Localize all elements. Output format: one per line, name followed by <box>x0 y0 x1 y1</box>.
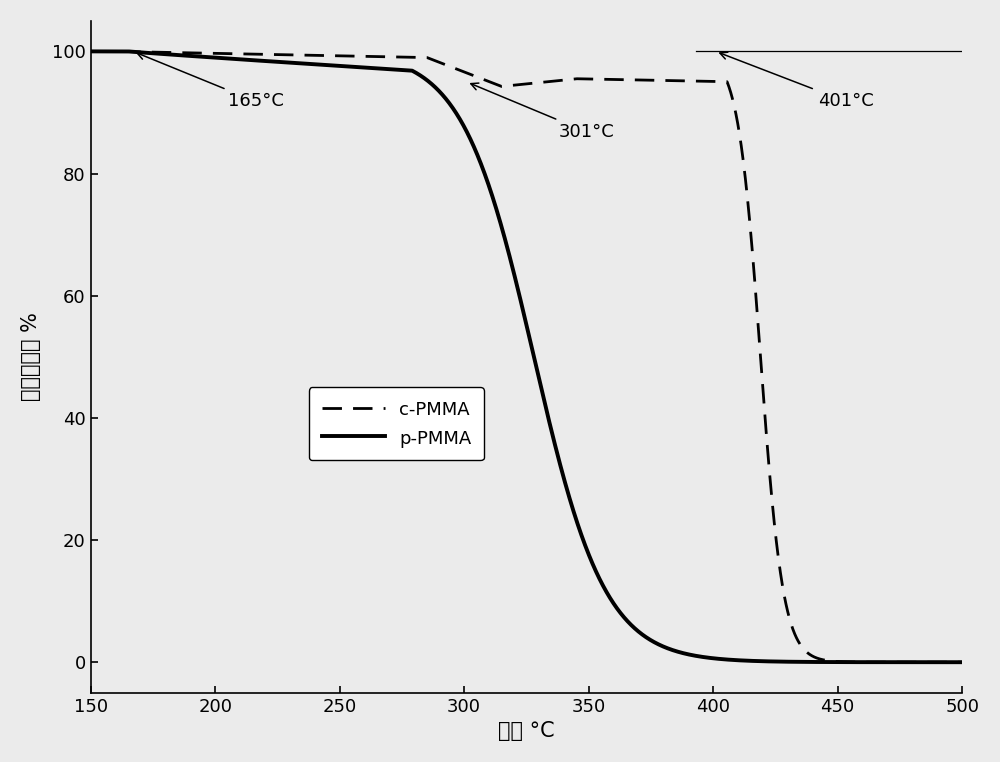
Y-axis label: 质量保留率 %: 质量保留率 % <box>21 312 41 402</box>
Line: c-PMMA: c-PMMA <box>91 51 967 662</box>
X-axis label: 温度 °C: 温度 °C <box>498 721 555 741</box>
Text: 301°C: 301°C <box>471 83 615 141</box>
p-PMMA <box>85 46 97 56</box>
p-PMMA <box>961 658 973 667</box>
p-PMMA <box>421 75 433 85</box>
p-PMMA <box>850 658 862 667</box>
Text: 165°C: 165°C <box>137 53 284 110</box>
p-PMMA <box>459 123 471 133</box>
c-PMMA <box>944 658 956 667</box>
p-PMMA <box>944 658 956 667</box>
c-PMMA <box>961 658 973 667</box>
c-PMMA <box>85 46 97 56</box>
Legend: c-PMMA, p-PMMA: c-PMMA, p-PMMA <box>309 388 484 460</box>
c-PMMA <box>185 48 197 57</box>
c-PMMA <box>237 50 249 59</box>
c-PMMA <box>421 53 433 62</box>
Text: 401°C: 401°C <box>720 53 873 110</box>
Line: p-PMMA: p-PMMA <box>91 51 967 662</box>
p-PMMA <box>237 55 249 64</box>
c-PMMA <box>850 658 862 667</box>
p-PMMA <box>185 51 197 60</box>
c-PMMA <box>459 68 471 77</box>
